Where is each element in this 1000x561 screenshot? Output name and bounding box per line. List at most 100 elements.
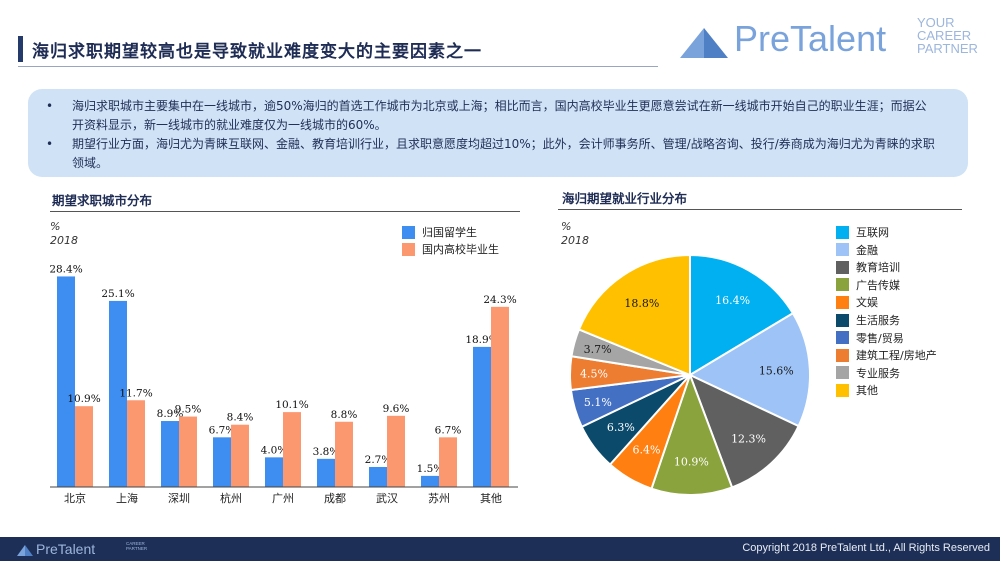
- summary-box: 海归求职城市主要集中在一线城市，逾50%海归的首选工作城市为北京或上海；相比而言…: [28, 89, 968, 177]
- legend-label: 教育培训: [856, 261, 900, 275]
- bar-domestic: [491, 306, 509, 487]
- pie-chart-unit-symbol: %: [561, 220, 572, 233]
- bar-value-label: 8.9%: [157, 408, 184, 420]
- legend-label: 零售/贸易: [856, 331, 904, 345]
- title-accent-bar: [18, 36, 23, 62]
- bar-returnee: [213, 437, 231, 487]
- pie-legend: 互联网 金融 教育培训 广告传媒 文娱 生活服务 零售/贸易 建筑工程/房地产 专业服务 其他: [836, 224, 976, 404]
- legend-swatch: [402, 225, 415, 239]
- pie-value-label: 6.4%: [633, 444, 661, 457]
- logo-tagline-line: PARTNER: [917, 41, 978, 56]
- logo-mark-icon: [680, 28, 728, 58]
- bar-value-label: 24.3%: [483, 294, 516, 306]
- bar-domestic: [439, 437, 457, 487]
- pie-value-label: 3.7%: [584, 343, 612, 356]
- bar-domestic: [283, 412, 301, 487]
- pie-slice: [687, 311, 811, 428]
- bar-legend-item: 国内高校毕业生: [402, 241, 499, 257]
- logo-wordmark: PreTalent: [734, 18, 887, 59]
- pie-chart-unit: % 2018: [561, 220, 589, 248]
- bar-value-label: 25.1%: [101, 288, 134, 300]
- pie-legend-item: 互联网: [836, 224, 889, 240]
- bar-value-label: 6.7%: [435, 424, 462, 436]
- legend-label: 国内高校毕业生: [422, 243, 499, 256]
- pie-legend-item: 生活服务: [836, 312, 900, 328]
- pie-slice: [650, 372, 734, 496]
- pie-value-label: 6.3%: [607, 421, 635, 434]
- legend-swatch: [836, 243, 849, 257]
- bar-value-label: 9.5%: [175, 404, 202, 416]
- bar-domestic: [75, 406, 93, 487]
- pie-legend-item: 金融: [836, 242, 878, 258]
- pie-chart-title-divider: [558, 209, 962, 210]
- footer-bar: PreTalent CAREER PARTNER Copyright 2018 …: [0, 537, 1000, 561]
- bar-returnee: [473, 346, 491, 487]
- pie-chart-year: 2018: [561, 234, 589, 247]
- legend-label: 其他: [856, 384, 878, 398]
- pie-slice: [577, 253, 691, 377]
- bar-chart-unit: % 2018: [50, 220, 78, 248]
- bar-returnee: [421, 475, 439, 487]
- legend-label: 专业服务: [856, 366, 900, 380]
- bar-value-label: 10.1%: [275, 399, 308, 411]
- bar-value-label: 3.8%: [313, 446, 340, 458]
- bar-domestic: [127, 400, 145, 487]
- pie-legend-item: 其他: [836, 382, 878, 398]
- pie-value-label: 12.3%: [731, 433, 766, 446]
- x-tick-label: 苏州: [428, 492, 450, 505]
- bar-returnee: [369, 466, 387, 487]
- bar-returnee: [317, 458, 335, 487]
- bar-value-label: 9.6%: [383, 403, 410, 415]
- x-tick-label: 成都: [324, 492, 346, 505]
- legend-swatch: [836, 313, 849, 327]
- pie-value-label: 10.9%: [674, 455, 709, 468]
- pie-slice: [689, 253, 795, 377]
- bar-value-label: 18.9%: [465, 334, 498, 346]
- bar-domestic: [387, 415, 405, 487]
- bar-domestic: [231, 424, 249, 487]
- bar-returnee: [57, 276, 75, 487]
- pie-value-label: 16.4%: [715, 294, 750, 307]
- bar-value-label: 8.8%: [331, 409, 358, 421]
- legend-swatch: [836, 278, 849, 292]
- summary-bullet: 期望行业方面，海归尤为青睐互联网、金融、教育培训行业，且求职意愿度均超过10%；…: [46, 135, 938, 173]
- x-tick-label: 广州: [272, 492, 294, 505]
- logo-tagline-line: CAREER: [917, 28, 972, 43]
- bar-legend-item: 归国留学生: [402, 224, 477, 240]
- legend-swatch: [402, 242, 415, 256]
- legend-label: 金融: [856, 243, 878, 257]
- pie-legend-item: 文娱: [836, 294, 878, 310]
- logo-tagline: YOUR CAREER PARTNER: [917, 16, 978, 55]
- legend-swatch: [836, 295, 849, 309]
- x-tick-label: 深圳: [168, 492, 190, 505]
- footer-logo-tagline-line: PARTNER: [126, 546, 148, 551]
- bar-value-label: 2.7%: [365, 454, 392, 466]
- bar-returnee: [109, 300, 127, 487]
- legend-swatch: [836, 331, 849, 345]
- x-tick-label: 其他: [480, 492, 502, 505]
- x-tick-label: 杭州: [220, 491, 242, 505]
- footer-logo-wordmark: PreTalent: [36, 541, 96, 557]
- pie-chart: 16.4% 15.6% 12.3% 10.9% 6.4% 6.3% 5.1% 4.5% 3.7%…: [569, 253, 811, 496]
- bar-domestic: [179, 416, 197, 487]
- bar-chart: 28.4%10.9%北京25.1%11.7%上海8.9%9.5%深圳6.7%8.…: [49, 263, 518, 505]
- pie-legend-item: 建筑工程/房地产: [836, 347, 937, 363]
- logo-tagline-line: YOUR: [917, 15, 955, 30]
- pie-slice: [688, 373, 800, 489]
- bar-value-label: 6.7%: [209, 424, 236, 436]
- legend-swatch: [836, 348, 849, 362]
- legend-label: 互联网: [856, 226, 889, 239]
- legend-label: 建筑工程/房地产: [856, 349, 937, 363]
- pie-value-label: 18.8%: [624, 297, 659, 310]
- pretalent-logo: PreTalent YOUR CAREER PARTNER: [676, 14, 996, 64]
- page-title: 海归求职期望较高也是导致就业难度变大的主要因素之一: [32, 42, 482, 62]
- pie-legend-item: 专业服务: [836, 365, 900, 381]
- legend-swatch: [836, 366, 849, 380]
- x-tick-label: 武汉: [376, 492, 398, 505]
- title-divider: [18, 66, 658, 67]
- footer-logo-tagline-line: CAREER: [126, 541, 145, 546]
- bar-value-label: 1.5%: [417, 463, 444, 475]
- summary-bullet: 海归求职城市主要集中在一线城市，逾50%海归的首选工作城市为北京或上海；相比而言…: [46, 97, 938, 135]
- bar-chart-year: 2018: [50, 234, 78, 247]
- bar-domestic: [335, 421, 353, 487]
